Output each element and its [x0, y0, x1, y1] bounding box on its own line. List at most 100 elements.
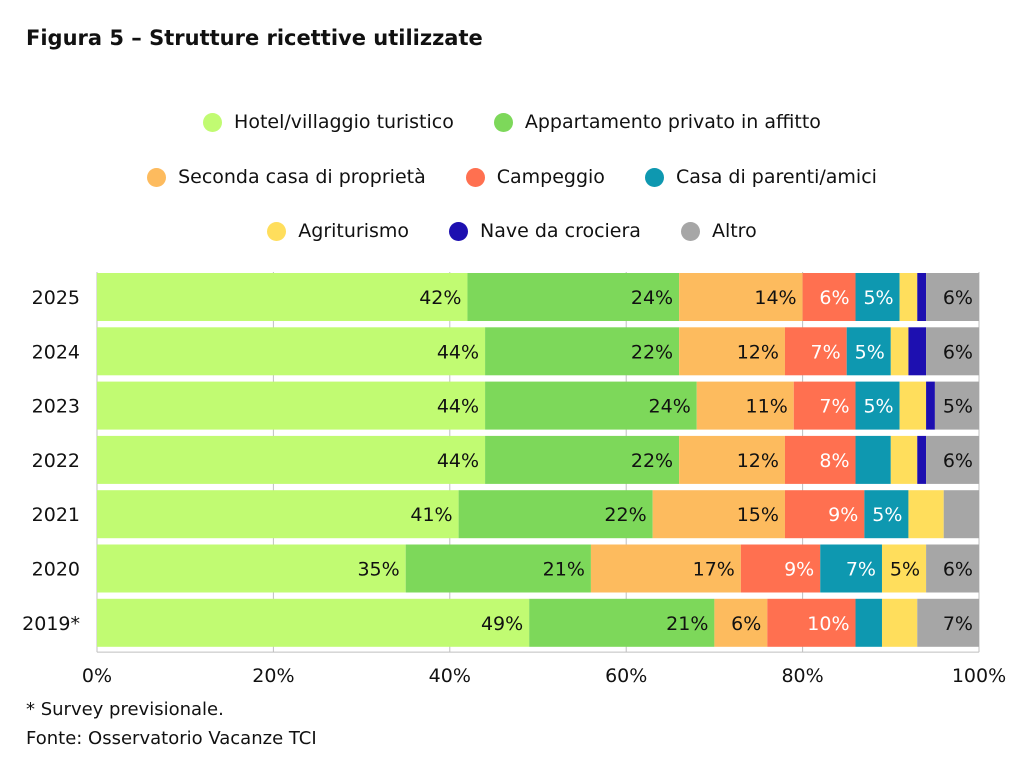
- data-label: 22%: [631, 450, 673, 472]
- data-label: 7%: [846, 559, 876, 581]
- x-tick-label: 0%: [82, 665, 112, 687]
- data-label: 6%: [943, 559, 973, 581]
- footnote-source: Fonte: Osservatorio Vacanze TCI: [26, 728, 317, 749]
- data-label: 41%: [410, 504, 452, 526]
- data-label: 44%: [437, 450, 479, 472]
- legend-item: Nave da crociera: [449, 220, 641, 242]
- data-label: 22%: [604, 504, 646, 526]
- data-label: 44%: [437, 396, 479, 418]
- data-label: 11%: [746, 396, 788, 418]
- bar-segment: [97, 381, 486, 430]
- legend-label: Hotel/villaggio turistico: [234, 111, 454, 133]
- data-label: 6%: [943, 450, 973, 472]
- legend-row: Agriturismo Nave da crociera Altro: [0, 220, 1024, 242]
- legend-row: Seconda casa di proprietà Campeggio Casa d…: [0, 166, 1024, 188]
- data-label: 12%: [737, 450, 779, 472]
- bar-segment: [679, 327, 785, 376]
- data-label: 21%: [543, 559, 585, 581]
- data-label: 14%: [754, 287, 796, 309]
- bar-segment: [917, 435, 927, 484]
- bar-segment: [529, 598, 715, 647]
- bar-segment: [855, 381, 900, 430]
- data-label: 22%: [631, 341, 673, 363]
- bar-segment: [784, 490, 865, 539]
- legend-swatch: [267, 221, 287, 241]
- bar-segment: [917, 273, 927, 321]
- data-label: 5%: [863, 396, 893, 418]
- x-tick-label: 80%: [781, 665, 823, 687]
- bar-segment: [97, 435, 486, 484]
- bar-segment: [855, 273, 900, 321]
- data-label: 7%: [819, 396, 849, 418]
- legend-swatch: [465, 167, 485, 187]
- data-label: 24%: [649, 396, 691, 418]
- category-label: 2023: [32, 396, 80, 418]
- data-label: 10%: [807, 613, 849, 635]
- bar-segment: [784, 435, 856, 484]
- legend-swatch: [644, 167, 664, 187]
- bar-segment: [485, 327, 680, 376]
- bar-segment: [864, 490, 909, 539]
- footnote-survey: * Survey previsionale.: [26, 699, 224, 720]
- data-label: 7%: [811, 341, 841, 363]
- bar-segment: [855, 598, 882, 647]
- data-label: 5%: [863, 287, 893, 309]
- bar-segment: [679, 273, 803, 321]
- bar-segment: [784, 327, 847, 376]
- bar-segment: [899, 381, 927, 430]
- legend-item: Altro: [680, 220, 757, 242]
- data-label: 5%: [890, 559, 920, 581]
- bar-segment: [908, 490, 944, 539]
- x-tick-label: 20%: [252, 665, 294, 687]
- legend-swatch: [680, 221, 700, 241]
- category-label: 2025: [32, 287, 80, 309]
- legend-item: Agriturismo: [267, 220, 409, 242]
- bar-segment: [899, 273, 918, 321]
- bar-segment: [926, 544, 979, 593]
- bar-segment: [934, 381, 979, 430]
- data-label: 24%: [631, 287, 673, 309]
- x-tick-label: 60%: [605, 665, 647, 687]
- data-label: 6%: [731, 613, 761, 635]
- legend-label: Casa di parenti/amici: [675, 166, 877, 188]
- bar-segment: [926, 381, 935, 430]
- bar-segment: [820, 544, 882, 593]
- bar-segment: [714, 598, 768, 647]
- x-tick-label: 40%: [429, 665, 471, 687]
- data-label: 17%: [693, 559, 735, 581]
- bar-segment: [97, 598, 530, 647]
- legend-label: Nave da crociera: [480, 220, 641, 242]
- legend-swatch: [203, 112, 223, 132]
- legend-item: Hotel/villaggio turistico: [203, 111, 454, 133]
- data-label: 6%: [943, 341, 973, 363]
- legend-swatch: [493, 112, 513, 132]
- category-label: 2022: [32, 450, 80, 472]
- data-label: 6%: [819, 287, 849, 309]
- data-label: 42%: [419, 287, 461, 309]
- data-label: 8%: [819, 450, 849, 472]
- bar-segment: [97, 327, 486, 376]
- data-label: 49%: [481, 613, 523, 635]
- chart-title: Figura 5 – Strutture ricettive utilizzat…: [26, 26, 483, 50]
- data-label: 7%: [943, 613, 973, 635]
- bar-segment: [679, 435, 785, 484]
- bar-segment: [740, 544, 821, 593]
- bar-segment: [926, 435, 979, 484]
- bar-segment: [590, 544, 741, 593]
- bar-segment: [908, 327, 927, 376]
- data-label: 44%: [437, 341, 479, 363]
- bar-segment: [802, 273, 856, 321]
- bar-segment: [458, 490, 653, 539]
- legend-label: Seconda casa di proprietà: [178, 166, 426, 188]
- bar-segment: [97, 490, 459, 539]
- category-label: 2019*: [22, 613, 80, 635]
- bar-segment: [855, 435, 891, 484]
- data-label: 12%: [737, 341, 779, 363]
- bar-segment: [405, 544, 591, 593]
- bar-segment: [917, 598, 979, 647]
- data-label: 9%: [828, 504, 858, 526]
- legend-label: Appartamento privato in affitto: [524, 111, 821, 133]
- category-label: 2021: [32, 504, 80, 526]
- data-label: 5%: [855, 341, 885, 363]
